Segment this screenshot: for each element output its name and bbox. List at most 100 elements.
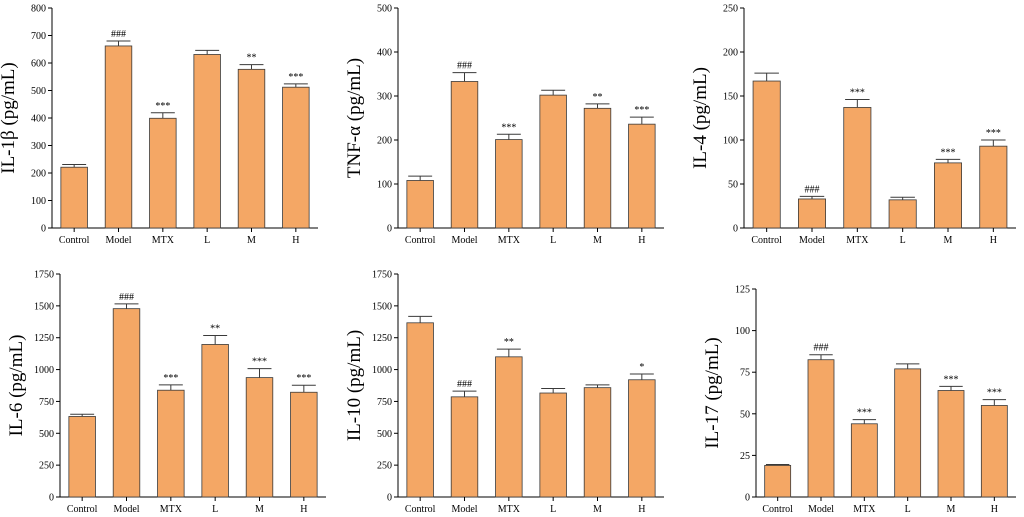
- significance-label: ***: [501, 122, 516, 133]
- bar-l: [201, 344, 229, 498]
- y-tick-label: 150: [723, 92, 738, 103]
- y-axis-label: IL-10 (pg/mL): [344, 330, 365, 441]
- significance-label: ***: [296, 373, 311, 384]
- y-tick-label: 0: [733, 224, 738, 235]
- x-tick-label: Model: [799, 235, 825, 246]
- y-tick-label: 700: [31, 31, 46, 42]
- bar-m: [245, 377, 274, 498]
- y-tick-label: 200: [377, 136, 392, 147]
- y-tick-label: 750: [39, 397, 54, 408]
- x-tick-label: Control: [67, 504, 98, 515]
- x-tick-label: Control: [405, 235, 436, 246]
- x-tick-label: L: [550, 235, 556, 246]
- y-tick-label: 0: [49, 493, 54, 504]
- y-tick-label: 200: [723, 48, 738, 59]
- x-tick-label: MTX: [846, 235, 869, 246]
- bar-control: [68, 416, 96, 498]
- y-tick-label: 0: [387, 224, 392, 235]
- x-tick-label: Control: [405, 504, 436, 515]
- chart-panel-6: 0 25 50 75 100 125 IL-17 (pg/mL) Control ### Mode…: [702, 285, 1016, 515]
- chart-panel-5: 0 250 500 750 1000 1250 1500 1750 IL-10 (pg/mL) C…: [344, 270, 664, 515]
- bar-m: [937, 390, 965, 498]
- significance-label: ***: [941, 147, 956, 158]
- y-tick-label: 100: [377, 180, 392, 191]
- y-tick-label: 1750: [34, 270, 54, 281]
- y-tick-label: 750: [377, 397, 392, 408]
- y-tick-label: 500: [377, 4, 392, 15]
- y-tick-label: 1000: [34, 365, 54, 376]
- x-tick-label: MTX: [853, 504, 876, 515]
- y-tick-label: 100: [723, 136, 738, 147]
- y-tick-label: 250: [377, 461, 392, 472]
- bar-mtx: [157, 389, 185, 498]
- bar-l: [539, 392, 567, 498]
- x-tick-label: Model: [451, 504, 477, 515]
- bar-m: [934, 162, 963, 229]
- bar-mtx: [495, 356, 523, 498]
- significance-label: ***: [857, 408, 872, 419]
- y-tick-label: 50: [728, 180, 738, 191]
- y-tick-label: 75: [740, 368, 750, 379]
- bar-l: [888, 199, 917, 229]
- y-tick-label: 0: [387, 493, 392, 504]
- x-tick-label: H: [300, 504, 307, 515]
- y-tick-label: 50: [740, 409, 750, 420]
- chart-panel-4: 0 250 500 750 1000 1250 1500 1750 IL-6 (pg/mL) Co…: [6, 270, 326, 515]
- y-tick-label: 800: [31, 4, 46, 15]
- bar-control: [406, 180, 434, 229]
- x-tick-label: M: [947, 504, 956, 515]
- y-axis-label: IL-1β (pg/mL): [0, 62, 19, 174]
- x-tick-label: M: [944, 235, 953, 246]
- bar-control: [752, 80, 781, 229]
- bar-h: [980, 405, 1008, 498]
- bar-model: [807, 359, 835, 498]
- significance-label: *: [639, 362, 644, 373]
- x-tick-label: Model: [105, 235, 131, 246]
- significance-label: ###: [457, 379, 472, 390]
- significance-label: ###: [119, 292, 134, 303]
- bar-mtx: [850, 423, 878, 498]
- significance-label: **: [210, 324, 220, 335]
- bar-model: [798, 198, 827, 229]
- x-tick-label: Control: [751, 235, 782, 246]
- significance-label: ***: [850, 88, 865, 99]
- x-tick-label: L: [212, 504, 218, 515]
- bar-m: [237, 68, 266, 229]
- y-axis-label: IL-17 (pg/mL): [702, 337, 723, 448]
- significance-label: ***: [986, 128, 1001, 139]
- bar-h: [290, 391, 318, 498]
- bar-model: [450, 396, 479, 498]
- y-tick-label: 600: [31, 59, 46, 70]
- bar-h: [282, 86, 310, 229]
- x-tick-label: M: [593, 235, 602, 246]
- y-tick-label: 100: [735, 326, 750, 337]
- significance-label: ###: [111, 29, 126, 40]
- x-tick-label: M: [593, 504, 602, 515]
- x-tick-label: MTX: [498, 504, 521, 515]
- bar-model: [104, 45, 133, 229]
- y-tick-label: 1500: [372, 301, 392, 312]
- y-tick-label: 1250: [34, 333, 54, 344]
- significance-label: **: [247, 53, 257, 64]
- bar-model: [112, 308, 141, 498]
- y-tick-label: 500: [31, 86, 46, 97]
- x-tick-label: Model: [113, 504, 139, 515]
- bar-mtx: [149, 117, 177, 229]
- bar-m: [583, 107, 612, 229]
- y-tick-label: 25: [740, 451, 750, 462]
- significance-label: ***: [163, 373, 178, 384]
- x-tick-label: Control: [59, 235, 90, 246]
- significance-label: ***: [634, 105, 649, 116]
- significance-label: ***: [252, 357, 267, 368]
- x-tick-label: MTX: [498, 235, 521, 246]
- x-tick-label: H: [638, 235, 645, 246]
- x-tick-label: M: [255, 504, 264, 515]
- bar-l: [539, 94, 567, 229]
- y-tick-label: 400: [31, 114, 46, 125]
- bar-l: [894, 368, 922, 498]
- bar-control: [764, 464, 792, 498]
- significance-label: ***: [944, 374, 959, 385]
- y-axis-label: TNF-α (pg/mL): [344, 58, 365, 178]
- chart-panel-1: 0 100 200 300 400 500 600 700 800 IL-1β (pg/mL) Co…: [0, 4, 318, 246]
